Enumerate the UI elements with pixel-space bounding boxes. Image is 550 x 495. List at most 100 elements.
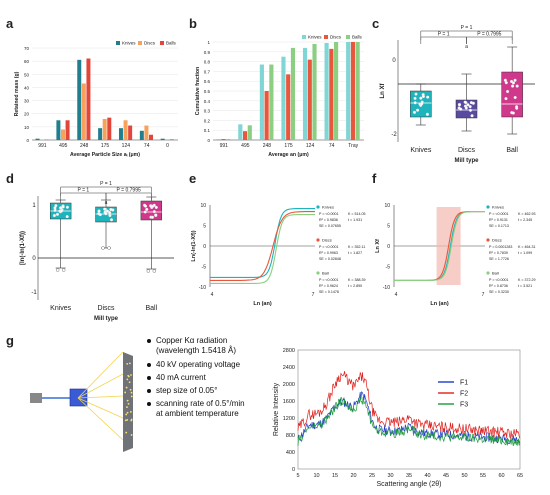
b-ytick: 0.1 (204, 128, 211, 133)
c-ytick: -2 (391, 132, 397, 138)
e-legend-stat: SE = 0.02848 (319, 257, 341, 261)
b-ytick: 0.3 (204, 109, 211, 114)
c-point (515, 84, 519, 88)
c-point (466, 103, 470, 107)
a-bar-balls-74 (149, 134, 153, 140)
a-legend-swatch-balls (160, 41, 164, 45)
d-point (103, 207, 107, 211)
f-ytick: 5 (387, 224, 390, 230)
e-legend-discs: Discs (322, 238, 332, 243)
c-ytick: 0 (392, 58, 396, 64)
c-point (511, 84, 515, 88)
f-ylabel: Ln Xf (375, 239, 381, 253)
g-xtick: 30 (387, 473, 393, 479)
b-bar-balls-Tray (355, 42, 360, 140)
a-ytick: 30 (24, 99, 30, 104)
detector-spot (130, 374, 132, 376)
f-legend-stat: SE = 0.1713 (489, 224, 509, 228)
a-ytick: 10 (24, 125, 30, 130)
d-xtick-knives: Knives (50, 305, 72, 312)
g-xtick: 55 (480, 473, 486, 479)
diffracted-ray (77, 395, 124, 399)
xray-tube-icon (30, 393, 42, 403)
a-xtick-495: 495 (59, 143, 68, 149)
b-xtick-495: 495 (241, 143, 250, 149)
diffracted-ray (77, 397, 124, 441)
c-point (416, 108, 420, 112)
f-curve-ball (394, 211, 485, 281)
a-bar-balls-124 (128, 125, 133, 140)
g-xtick: 25 (369, 473, 375, 479)
detector-spot (126, 378, 129, 381)
b-bar-balls-124 (312, 43, 317, 140)
c-pvalue-outer: P = 1 (461, 25, 473, 31)
c-pvalue-right: P = 0.7995 (477, 32, 501, 38)
g-ytick: 0 (292, 467, 295, 473)
c-point (419, 96, 423, 100)
detector-spot (126, 399, 129, 402)
f-legend-stat: P = <0.0001 (489, 212, 509, 216)
b-bar-balls-991 (226, 139, 231, 140)
a-bar-knives-0 (160, 138, 165, 140)
d-outlier (146, 269, 151, 273)
f-legend-stat: t = 3.521 (518, 284, 532, 288)
a-bar-discs-0 (165, 139, 170, 140)
c-xlabel: Mill type (454, 158, 479, 164)
f-legend-stat: R² = 0.7839 (489, 251, 508, 255)
e-ytick: 10 (200, 203, 206, 209)
panel-label-c: c (372, 16, 379, 31)
d-group-letter: a (105, 200, 108, 206)
c-ylabel: Ln Xf (380, 83, 386, 99)
d-outlier (101, 246, 105, 250)
e-legend-stat: K = 514.05 (348, 212, 366, 216)
e-legend-marker-ball (316, 271, 320, 275)
c-bracket-right (466, 36, 513, 44)
e-legend-stat: K = 388.39 (348, 278, 366, 282)
f-legend-stat: R² = 0.8736 (489, 284, 508, 288)
a-bar-knives-124 (118, 128, 123, 140)
detector-spot (125, 386, 128, 389)
b-bar-discs-248 (264, 91, 269, 140)
g-bullet-4: step size of 0.05° (147, 386, 272, 396)
e-legend-stat: R² = 0.9963 (319, 251, 338, 255)
detector-spot (126, 363, 129, 365)
f-legend-marker-ball (486, 271, 490, 275)
detector-spot (128, 381, 131, 384)
a-xlabel: Average Particle Size aᵢ (μm) (70, 152, 140, 158)
d-point (54, 204, 58, 208)
a-legend-discs: Discs (144, 41, 156, 46)
b-ytick: 0 (207, 138, 210, 143)
a-xtick-74: 74 (144, 143, 150, 149)
g-bullet-2: 40 kV operating voltage (147, 360, 272, 370)
e-xtick-end: 7 (312, 292, 315, 298)
e-curve-knives (210, 208, 315, 278)
panel-label-b: b (189, 16, 197, 31)
b-legend-swatch-discs (324, 35, 328, 39)
d-point (59, 206, 63, 210)
e-legend-stat: SE = 0.07655 (319, 224, 341, 228)
b-bar-knives-175 (281, 56, 286, 141)
b-bar-knives-991 (216, 139, 221, 140)
c-point (420, 102, 424, 106)
c-bracket-left (420, 36, 467, 44)
b-legend-knives: Knives (308, 35, 322, 40)
c-point (425, 112, 429, 116)
a-xtick-991: 991 (38, 143, 47, 149)
c-point (464, 106, 468, 110)
d-point (60, 209, 64, 213)
g-xtick: 45 (443, 473, 449, 479)
a-bar-discs-124 (123, 120, 128, 140)
e-ylabel: Ln(-ln(1-Xf)) (191, 230, 197, 261)
diffracted-ray (77, 373, 124, 399)
panel-label-d: d (6, 171, 14, 186)
c-point (513, 78, 517, 82)
e-legend-stat: R² = 0.9624 (319, 284, 338, 288)
f-ytick: -5 (386, 265, 391, 271)
b-bar-balls-175 (290, 47, 296, 140)
d-bracket-outer (60, 186, 152, 196)
d-ytick: -1 (31, 290, 37, 296)
g-xtick: 50 (461, 473, 467, 479)
b-bar-discs-74 (329, 48, 334, 140)
a-bar-discs-248 (81, 83, 86, 140)
a-legend-swatch-discs (138, 41, 142, 45)
